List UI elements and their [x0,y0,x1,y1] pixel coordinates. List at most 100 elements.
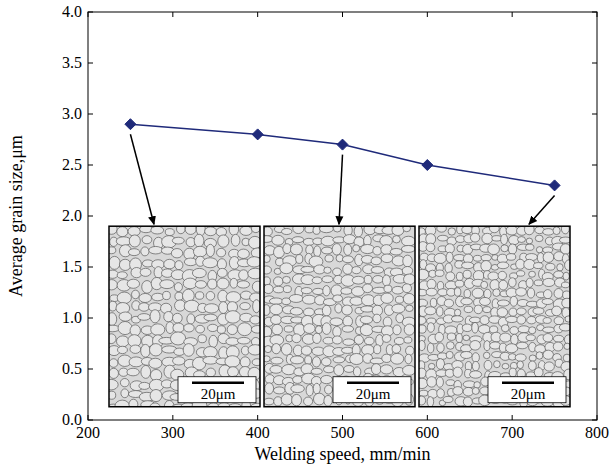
grain [363,284,373,293]
grain [324,267,331,273]
grain [454,288,461,296]
grain [264,305,270,316]
grain [447,333,455,340]
grain [281,394,292,405]
grain [518,326,530,333]
grain [227,325,237,335]
grain [506,226,518,235]
grain [528,361,536,370]
grain [252,281,260,292]
grain [230,278,238,288]
grain [438,353,448,359]
grain [451,316,463,322]
grain [483,307,491,313]
grain-pattern [419,226,570,407]
grain [419,325,426,333]
grain [115,400,130,407]
grain [228,367,239,377]
grain [321,375,333,383]
grain [301,288,312,294]
grain [437,235,448,241]
grain [554,271,564,278]
x-tick-label: 800 [585,424,609,441]
grain [382,275,390,286]
grain [218,235,229,247]
grain [332,336,342,344]
arrow [130,134,154,224]
grain [435,332,444,342]
x-tick-label: 600 [415,424,439,441]
grain [469,317,480,323]
grain [149,358,162,368]
grain [183,344,194,357]
x-tick-top [342,12,343,17]
grain [192,268,206,277]
grain [430,298,436,307]
grain [272,324,283,335]
grain [543,290,552,299]
grain [472,353,479,363]
grain [177,226,186,234]
grain [382,354,392,362]
grain [419,368,426,378]
grain [543,229,554,235]
grain [119,312,132,321]
grain [419,378,428,388]
grain [130,345,141,353]
grain [140,226,153,232]
arrow [529,195,555,224]
grain [312,357,320,367]
grain [269,298,282,304]
grain [248,268,260,279]
grain [559,237,570,243]
grain [543,318,551,324]
grain [443,396,453,402]
grain [121,389,129,398]
grain [427,343,433,353]
y-tick [88,267,93,268]
grain [448,228,455,235]
grain [435,270,444,276]
y-tick-right [592,216,597,217]
grain [542,299,553,305]
grain [406,346,414,355]
grain [463,335,470,341]
x-tick-top [257,12,258,17]
x-axis-title: Welding speed, mm/min [254,444,430,464]
grain [204,314,217,321]
scale-bar-box [178,377,256,403]
grain [403,255,413,267]
grain [187,314,195,324]
data-line [130,124,554,185]
grain [291,385,305,393]
y-tick [88,165,93,166]
grain [330,318,343,326]
grain [464,306,472,312]
grain [472,388,479,395]
grain [332,244,341,255]
grain [373,246,382,255]
y-tick [88,216,93,217]
grain [296,255,303,264]
grain [324,366,335,373]
grain [271,315,282,324]
grain [534,280,543,286]
grain [434,253,446,263]
grain [315,326,322,334]
grain [313,226,320,234]
grain [427,377,437,388]
grain [273,286,284,293]
grain [393,236,401,243]
grain [490,342,501,349]
data-point [125,119,136,130]
grain [392,226,404,235]
scale-bar [347,381,399,384]
grain-pattern [264,226,415,406]
x-tick-label: 500 [331,424,355,441]
scale-bar-label: 20μm [511,386,546,402]
grain [419,390,428,396]
grain [534,263,543,269]
grain [194,234,204,247]
grain [341,288,352,295]
grain [248,345,260,355]
